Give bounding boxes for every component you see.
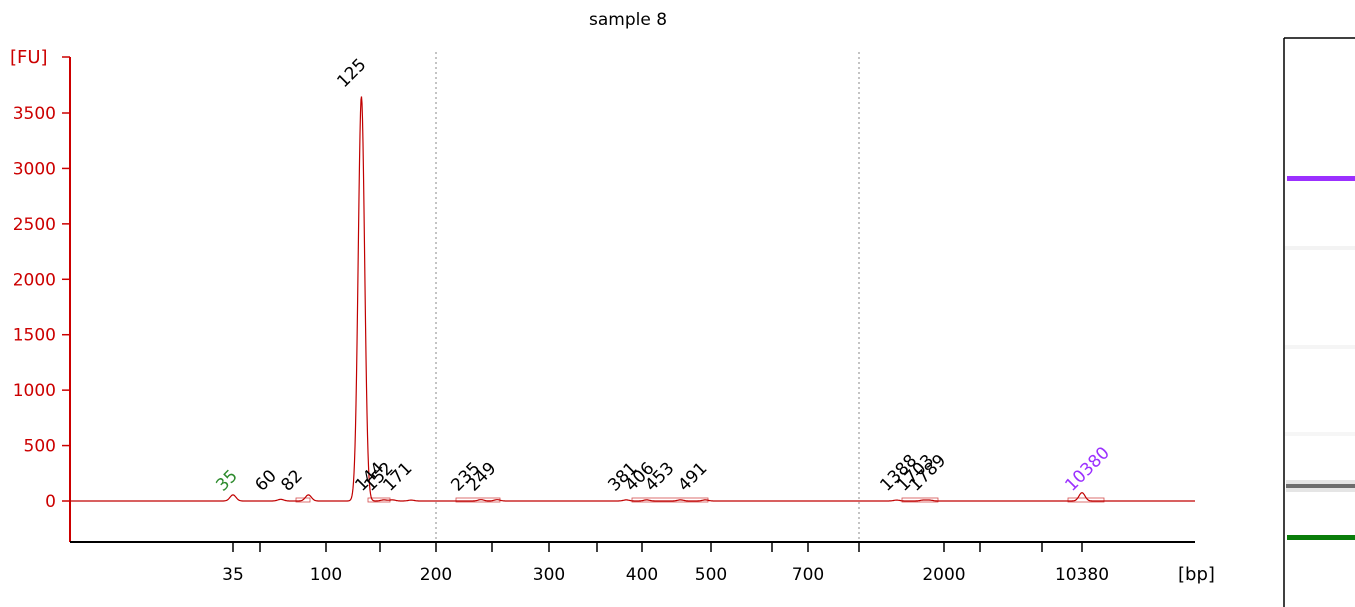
peak-label: 10380 [1061, 443, 1113, 495]
peak-label: 82 [277, 466, 306, 495]
gel-upper-marker [1287, 176, 1355, 181]
x-tick-label: 400 [626, 565, 658, 585]
gel-smear-3 [1285, 432, 1355, 436]
y-tick-label: 3500 [13, 104, 56, 124]
y-tick-label: 2000 [13, 270, 56, 290]
y-tick-label: 1500 [13, 326, 56, 346]
x-tick-label: 35 [222, 565, 244, 585]
gel-main-band-shadow [1286, 480, 1355, 492]
peak-label: 125 [333, 55, 370, 92]
x-tick-label: 500 [695, 565, 727, 585]
x-unit-label: [bp] [1178, 564, 1215, 585]
y-tick-label: 500 [24, 437, 56, 457]
gel-lower-marker [1287, 535, 1355, 540]
x-tick-label: 200 [420, 565, 452, 585]
peak-label: 491 [674, 458, 711, 495]
gel-lane [1283, 37, 1355, 607]
y-tick-label: 3000 [13, 159, 56, 179]
y-tick-label: 2500 [13, 215, 56, 235]
y-tick-group: 0 500 1000 1500 2000 2500 3000 3500 [13, 56, 70, 512]
y-tick-label: 1000 [13, 381, 56, 401]
chart-title: sample 8 [589, 10, 667, 30]
peak-label: 35 [212, 466, 241, 495]
x-tick-label: 2000 [922, 565, 965, 585]
x-tick-label: 10380 [1055, 565, 1109, 585]
x-tick-group: 35 100 200 300 400 500 700 2000 10380 [222, 542, 1109, 585]
peak-label: 60 [251, 466, 280, 495]
y-unit-label: [FU] [10, 47, 48, 68]
series-trace [70, 96, 1195, 502]
gel-smear-2 [1285, 345, 1355, 349]
baseline-region [295, 497, 311, 503]
x-tick-label: 700 [792, 565, 824, 585]
gel-main-band [1286, 484, 1355, 488]
y-tick-label: 0 [45, 492, 56, 512]
x-tick-label: 300 [533, 565, 565, 585]
gel-smear-1 [1285, 246, 1355, 250]
x-tick-label: 100 [310, 565, 342, 585]
baseline-region [901, 497, 939, 503]
